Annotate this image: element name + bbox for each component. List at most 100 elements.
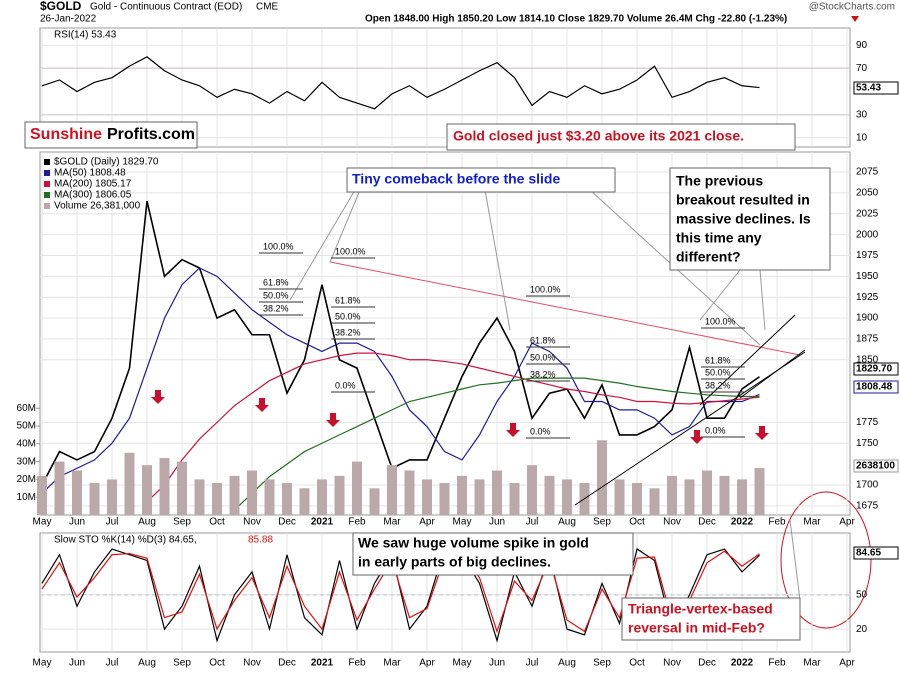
rsi-panel <box>39 27 851 148</box>
x-tick-label: Jun <box>489 517 505 528</box>
fib-label: 100.0% <box>705 316 736 326</box>
volume-bar <box>509 482 520 515</box>
volume-bar <box>737 479 747 515</box>
x-tick-label: Aug <box>558 658 576 669</box>
volume-bar <box>142 465 152 515</box>
annotation-box <box>669 167 831 271</box>
annotation-box <box>352 532 634 576</box>
y-tick-label: 2000 <box>856 229 879 240</box>
value-tag-label: 1829.70 <box>856 364 893 375</box>
volume-bar <box>299 488 310 515</box>
x-tick-label: Jun <box>69 658 85 669</box>
y-tick-label: 1850 <box>856 354 879 365</box>
volume-bar <box>544 475 555 515</box>
signal-arrow <box>506 423 520 437</box>
legend-entry: MA(300) 1806.05 <box>54 190 132 201</box>
volume-bar <box>37 475 47 515</box>
vertex-note: Triangle-vertex-based <box>628 601 773 617</box>
fib-label: 38.2% <box>335 327 361 337</box>
annotation-box <box>346 167 616 193</box>
volume-note: in early parts of big declines. <box>358 554 551 570</box>
volume-bar <box>229 475 240 515</box>
x-tick-label: Oct <box>629 658 645 669</box>
x-tick-label: May <box>33 658 52 669</box>
signal-arrow <box>255 398 269 412</box>
signal-arrow <box>690 430 704 444</box>
callout-line <box>329 189 361 263</box>
y-tick-label: 2050 <box>856 188 879 199</box>
fib-label: 38.2% <box>705 380 731 390</box>
volume-bar <box>754 468 765 515</box>
series-line <box>234 377 760 511</box>
x-tick-label: Nov <box>663 658 681 669</box>
x-tick-label: Apr <box>419 517 435 528</box>
x-tick-label: Mar <box>803 658 821 669</box>
close-note: Gold closed just $3.20 above its 2021 cl… <box>453 128 744 144</box>
volume-bar <box>72 470 82 515</box>
x-tick-label: Jul <box>106 658 119 669</box>
fib-label: 50.0% <box>335 311 361 321</box>
legend-entry: 85.88 <box>248 535 273 546</box>
x-tick-label: Feb <box>348 517 366 528</box>
x-tick-label: May <box>33 517 52 528</box>
series-line <box>41 548 760 643</box>
x-tick-label: Jun <box>489 658 505 669</box>
y2-tick-label: 60M <box>17 403 36 414</box>
legend-entry: Volume 26,381,000 <box>54 201 141 212</box>
legend-entry: MA(50) 1808.48 <box>54 168 126 179</box>
y-tick-label: 10 <box>856 132 868 143</box>
volume-bar <box>667 475 677 515</box>
annotation-box <box>446 123 796 151</box>
x-tick-label: Oct <box>629 517 645 528</box>
breakout-note: massive declines. Is <box>676 211 811 227</box>
y-tick-label: 1900 <box>856 313 879 324</box>
volume-bar <box>177 461 187 515</box>
date: 26-Jan-2022 <box>40 14 97 25</box>
x-tick-label: Mar <box>803 517 821 528</box>
x-tick-label: Oct <box>209 517 225 528</box>
fib-label: 38.2% <box>530 369 556 379</box>
comeback-note: Tiny comeback before the slide <box>352 171 560 187</box>
value-tag <box>853 380 899 394</box>
x-tick-label: Apr <box>419 658 435 669</box>
volume-bar <box>317 479 327 515</box>
volume-bar <box>422 479 432 515</box>
volume-bar <box>527 465 537 515</box>
x-tick-label: Jul <box>106 517 119 528</box>
volume-bar <box>369 488 380 515</box>
x-tick-label: Dec <box>698 658 716 669</box>
x-tick-label: Dec <box>278 517 296 528</box>
series-line <box>146 352 760 503</box>
legend-entry: MA(200) 1805.17 <box>54 179 132 190</box>
fib-label: 100.0% <box>530 284 561 294</box>
volume-bar <box>404 470 415 515</box>
y-tick-label: 1975 <box>856 250 879 261</box>
fib-label: 50.0% <box>263 290 289 300</box>
y-tick-label: 1750 <box>856 438 879 449</box>
series-line <box>41 201 760 486</box>
volume-bar <box>247 470 257 515</box>
fib-label: 100.0% <box>263 241 294 251</box>
volume-bar <box>212 482 222 515</box>
volume-bar <box>54 461 65 515</box>
annotation-box <box>24 121 198 149</box>
volume-bar <box>597 440 607 515</box>
y-tick-label: 50 <box>856 589 868 600</box>
signal-arrow <box>326 413 340 427</box>
trend-line <box>329 261 801 356</box>
x-tick-label: Jun <box>69 517 85 528</box>
fib-label: 0.0% <box>530 426 551 436</box>
callout-line <box>759 269 766 331</box>
callout-line <box>484 189 511 331</box>
legend-swatch <box>44 159 50 165</box>
brand-sunshine: Sunshine <box>30 126 102 143</box>
y2-tick-label: 10M <box>17 492 36 503</box>
legend-swatch <box>44 170 50 176</box>
callout-line <box>289 189 356 301</box>
legend-swatch <box>44 192 50 198</box>
x-tick-label: Sep <box>173 517 191 528</box>
value-tag <box>853 362 899 376</box>
signal-arrow <box>755 426 769 440</box>
value-tag-label: 53.43 <box>856 83 881 94</box>
